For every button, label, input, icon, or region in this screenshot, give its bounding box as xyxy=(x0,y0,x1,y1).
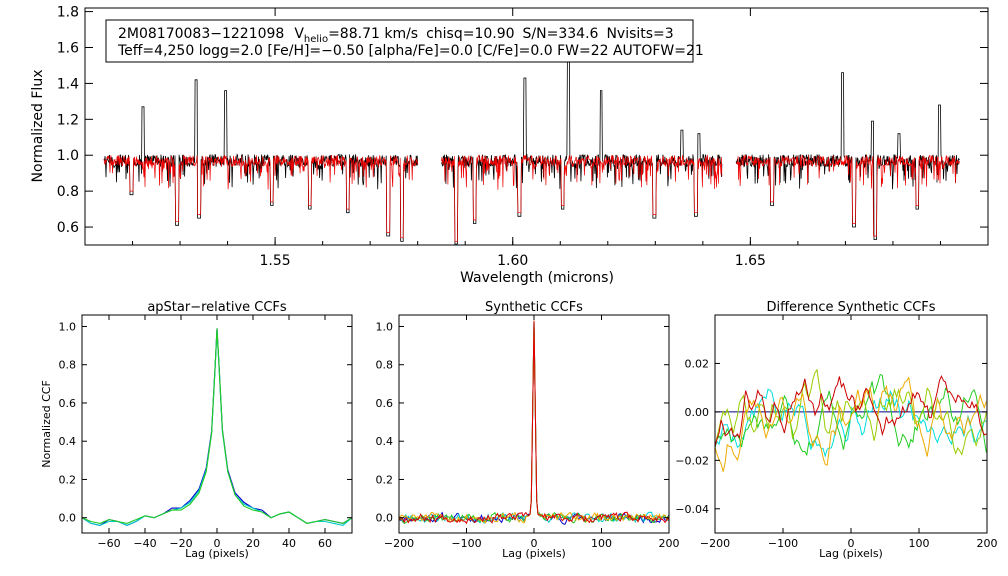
spectrum-xlabel: Wavelength (microns) xyxy=(460,270,614,286)
star-id: 2M08170083−1221098 xyxy=(118,26,284,42)
difference-ccf-lines xyxy=(714,368,987,472)
apstar-ccf-xtick-label: −40 xyxy=(133,537,156,550)
spectrum-xtick-label: 1.60 xyxy=(497,253,528,269)
difference-ccf-frame xyxy=(714,314,988,534)
apstar-ccf-xtick-label: 40 xyxy=(282,537,296,550)
synthetic-ccf-ytick-label: 1.0 xyxy=(376,320,394,333)
apstar-ccf-ytick-label: 0.2 xyxy=(59,473,77,486)
synthetic-ccf-visit-5-line xyxy=(398,320,670,525)
synthetic-ccf-xlabel: Lag (pixels) xyxy=(502,547,566,560)
apstar-ccf-xlabel: Lag (pixels) xyxy=(185,547,249,560)
synthetic-ccf-ticks: −200 −100 0 100 200 0.0 0.2 0.4 0.6 0.8 1.0 xyxy=(376,315,680,550)
synthetic-ccf-ytick-label: 0.2 xyxy=(376,473,394,486)
difference-ccf-xtick-label: 100 xyxy=(909,537,930,550)
snr-value: S/N=334.6 xyxy=(523,26,599,42)
spectrum-lines xyxy=(103,57,960,245)
spectrum-model-chip-2 xyxy=(441,154,723,242)
apstar-ccf-panel: apStar−relative CCFs −60 −40 −20 0 20 40 60 0.0… xyxy=(40,300,353,560)
info-box: 2M08170083−1221098 Vhelio=88.71 km/s chisq… xyxy=(105,19,704,63)
apstar-ccf-frame xyxy=(81,314,353,534)
difference-ccf-xlabel: Lag (pixels) xyxy=(819,547,883,560)
synthetic-ccf-xtick-label: 100 xyxy=(591,537,612,550)
info-line-1: 2M08170083−1221098 Vhelio=88.71 km/s chisq… xyxy=(118,26,674,45)
info-line-2: Teff=4,250 logg=2.0 [Fe/H]=−0.50 [alpha/… xyxy=(117,43,704,59)
synthetic-ccf-xtick-label: −200 xyxy=(384,537,414,550)
apstar-ccf-ytick-label: 0.0 xyxy=(59,512,77,525)
spectrum-model-chip-3 xyxy=(735,154,960,237)
difference-ccf-visit-4-line xyxy=(714,376,987,472)
spectrum-model-chip-1 xyxy=(103,154,419,239)
spectrum-xtick-label: 1.65 xyxy=(735,253,766,269)
apstar-ccf-visit-1-line xyxy=(81,328,353,526)
spectrum-panel: 1.55 1.60 1.65 0.6 0.8 1.0 1.2 1.4 1.6 1.8 Wavele… xyxy=(30,5,989,286)
spectrum-axes-frame xyxy=(84,7,989,246)
apstar-ccf-visit-2-line xyxy=(81,330,353,526)
apstar-ccf-xtick-label: 20 xyxy=(246,537,260,550)
difference-ccf-ytick-label: 0.00 xyxy=(685,406,710,419)
vhelio-prefix: V xyxy=(294,26,304,42)
vhelio-value: =88.71 km/s xyxy=(328,26,418,42)
synthetic-ccf-panel: Synthetic CCFs −200 −100 0 100 200 0.0 0.2 0.4 0… xyxy=(376,300,680,560)
spectrum-observed-chip-2 xyxy=(441,57,723,245)
apstar-ccf-xtick-label: −20 xyxy=(169,537,192,550)
synthetic-ccf-lines xyxy=(398,320,670,525)
apstar-ccf-title: apStar−relative CCFs xyxy=(147,300,287,315)
difference-ccf-panel: Difference Synthetic CCFs −200 −100 0 100 20… xyxy=(675,300,997,560)
difference-ccf-xtick-label: −200 xyxy=(700,537,730,550)
synthetic-ccf-ytick-label: 0.8 xyxy=(376,359,394,372)
difference-ccf-xtick-label: −100 xyxy=(768,537,798,550)
chisq-value: chisq=10.90 xyxy=(426,26,514,42)
spectrum-ytick-label: 1.4 xyxy=(57,76,79,92)
spectrum-ticks: 1.55 1.60 1.65 0.6 0.8 1.0 1.2 1.4 1.6 1.8 xyxy=(57,5,988,269)
difference-ccf-visit-5-line xyxy=(714,374,987,447)
difference-ccf-visit-3-line xyxy=(714,368,987,456)
spectrum-xtick-label: 1.55 xyxy=(260,253,291,269)
difference-ccf-title: Difference Synthetic CCFs xyxy=(766,300,935,315)
difference-ccf-ytick-label: 0.02 xyxy=(685,357,710,370)
spectrum-ytick-label: 1.6 xyxy=(57,41,79,57)
difference-ccf-ticks: −200 −100 0 100 200 −0.04 −0.02 0.00 0.02 xyxy=(675,315,998,550)
apstar-ccf-xtick-label: −60 xyxy=(97,537,120,550)
apstar-ccf-ytick-label: 0.6 xyxy=(59,397,77,410)
apstar-ccf-visit-3-line xyxy=(81,328,353,524)
apstar-ccf-lines xyxy=(81,328,353,526)
apstar-ccf-xtick-label: 60 xyxy=(318,537,332,550)
difference-ccf-xtick-label: 200 xyxy=(977,537,998,550)
synthetic-ccf-xtick-label: 0 xyxy=(531,537,538,550)
synthetic-ccf-title: Synthetic CCFs xyxy=(485,300,583,315)
synthetic-ccf-ytick-label: 0.4 xyxy=(376,435,394,448)
apstar-ccf-ticks: −60 −40 −20 0 20 40 60 0.0 0.2 0.4 0.6 0.8 1.0 xyxy=(59,315,352,550)
difference-ccf-ytick-label: −0.02 xyxy=(675,454,709,467)
synthetic-ccf-xtick-label: −100 xyxy=(451,537,481,550)
apstar-ccf-xtick-label: 0 xyxy=(214,537,221,550)
info-box-frame xyxy=(105,19,694,63)
spectrum-ytick-label: 0.6 xyxy=(57,220,79,236)
spectrum-ytick-label: 1.0 xyxy=(57,148,79,164)
spectrum-ytick-label: 1.8 xyxy=(57,5,79,21)
difference-ccf-xtick-label: 0 xyxy=(848,537,855,550)
difference-ccf-ytick-label: −0.04 xyxy=(675,503,709,516)
synthetic-ccf-xtick-label: 200 xyxy=(659,537,680,550)
apstar-ccf-ytick-label: 1.0 xyxy=(59,320,77,333)
spectrum-observed-chip-3 xyxy=(735,72,960,240)
spectrum-observed-chip-1 xyxy=(103,79,419,242)
synthetic-ccf-ytick-label: 0.0 xyxy=(376,512,394,525)
spectrum-ytick-label: 0.8 xyxy=(57,184,79,200)
apstar-ccf-ytick-label: 0.4 xyxy=(59,435,77,448)
apstar-ccf-ytick-label: 0.8 xyxy=(59,359,77,372)
nvisits-value: Nvisits=3 xyxy=(606,26,673,42)
synthetic-ccf-ytick-label: 0.6 xyxy=(376,397,394,410)
spectrum-ylabel: Normalized Flux xyxy=(30,70,46,183)
vhelio-subscript: helio xyxy=(304,34,328,45)
spectrum-ytick-label: 1.2 xyxy=(57,112,79,128)
apstar-ccf-ylabel: Normalized CCF xyxy=(40,380,53,468)
